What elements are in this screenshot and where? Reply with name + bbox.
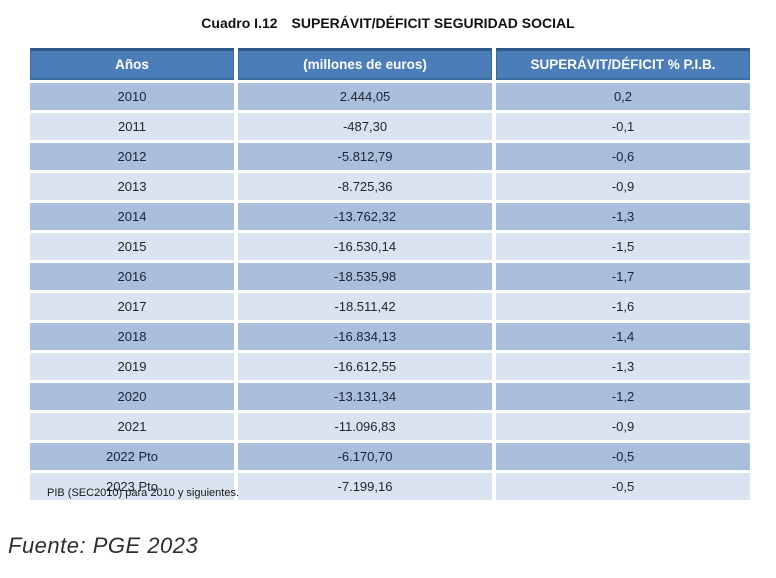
table-row: 2014 -13.762,32 -1,3 <box>30 203 750 230</box>
cell-pct-pib: -0,9 <box>496 173 750 200</box>
cell-millions: -5.812,79 <box>238 143 492 170</box>
cell-pct-pib: -1,5 <box>496 233 750 260</box>
header-row: Años (millones de euros) SUPERÁVIT/DÉFIC… <box>30 48 750 80</box>
table-row: 2017 -18.511,42 -1,6 <box>30 293 750 320</box>
table-caption: Cuadro I.12 SUPERÁVIT/DÉFICIT SEGURIDAD S… <box>0 15 776 31</box>
cell-year: 2011 <box>30 113 234 140</box>
table-row: 2018 -16.834,13 -1,4 <box>30 323 750 350</box>
table-row: 2010 2.444,05 0,2 <box>30 83 750 110</box>
cell-millions: -18.511,42 <box>238 293 492 320</box>
table-row: 2012 -5.812,79 -0,6 <box>30 143 750 170</box>
cell-millions: -7.199,16 <box>238 473 492 500</box>
cell-year: 2014 <box>30 203 234 230</box>
cell-millions: -13.762,32 <box>238 203 492 230</box>
cell-year: 2010 <box>30 83 234 110</box>
col-header-superavit-deficit-pib: SUPERÁVIT/DÉFICIT % P.I.B. <box>496 48 750 80</box>
cell-millions: -16.834,13 <box>238 323 492 350</box>
cell-millions: -16.530,14 <box>238 233 492 260</box>
col-header-millones-euros: (millones de euros) <box>238 48 492 80</box>
cell-pct-pib: -1,6 <box>496 293 750 320</box>
cell-pct-pib: -0,5 <box>496 473 750 500</box>
cell-millions: -487,30 <box>238 113 492 140</box>
cell-pct-pib: -1,3 <box>496 353 750 380</box>
table-row: 2016 -18.535,98 -1,7 <box>30 263 750 290</box>
cell-millions: -6.170,70 <box>238 443 492 470</box>
cell-year: 2012 <box>30 143 234 170</box>
cell-year: 2019 <box>30 353 234 380</box>
caption-prefix: Cuadro I.12 <box>201 15 278 31</box>
cell-pct-pib: 0,2 <box>496 83 750 110</box>
cell-year: 2021 <box>30 413 234 440</box>
table-row: 2013 -8.725,36 -0,9 <box>30 173 750 200</box>
table-row: 2020 -13.131,34 -1,2 <box>30 383 750 410</box>
cell-pct-pib: -1,3 <box>496 203 750 230</box>
cell-pct-pib: -0,9 <box>496 413 750 440</box>
table-row: 2022 Pto -6.170,70 -0,5 <box>30 443 750 470</box>
cell-pct-pib: -0,6 <box>496 143 750 170</box>
cell-millions: -8.725,36 <box>238 173 492 200</box>
col-header-anos: Años <box>30 48 234 80</box>
cell-pct-pib: -1,2 <box>496 383 750 410</box>
cell-millions: -11.096,83 <box>238 413 492 440</box>
cell-year: 2023 Pto <box>30 473 234 500</box>
table-row: 2015 -16.530,14 -1,5 <box>30 233 750 260</box>
cell-year: 2018 <box>30 323 234 350</box>
table-row: 2023 Pto -7.199,16 -0,5 <box>30 473 750 500</box>
cell-year: 2022 Pto <box>30 443 234 470</box>
caption-title: SUPERÁVIT/DÉFICIT SEGURIDAD SOCIAL <box>291 15 575 31</box>
table-row: 2019 -16.612,55 -1,3 <box>30 353 750 380</box>
cell-year: 2017 <box>30 293 234 320</box>
cell-millions: -18.535,98 <box>238 263 492 290</box>
data-table: Años (millones de euros) SUPERÁVIT/DÉFIC… <box>26 45 754 503</box>
cell-millions: 2.444,05 <box>238 83 492 110</box>
table-row: 2021 -11.096,83 -0,9 <box>30 413 750 440</box>
table-row: 2011 -487,30 -0,1 <box>30 113 750 140</box>
cell-year: 2020 <box>30 383 234 410</box>
cell-millions: -13.131,34 <box>238 383 492 410</box>
cell-year: 2015 <box>30 233 234 260</box>
table-footnote: PIB (SEC2010) para 2010 y siguientes. <box>47 487 240 499</box>
table-container: Años (millones de euros) SUPERÁVIT/DÉFIC… <box>26 45 754 503</box>
cell-millions: -16.612,55 <box>238 353 492 380</box>
cell-pct-pib: -1,7 <box>496 263 750 290</box>
cell-pct-pib: -0,1 <box>496 113 750 140</box>
source-caption: Fuente: PGE 2023 <box>8 533 199 558</box>
cell-year: 2016 <box>30 263 234 290</box>
cell-year: 2013 <box>30 173 234 200</box>
cell-pct-pib: -1,4 <box>496 323 750 350</box>
cell-pct-pib: -0,5 <box>496 443 750 470</box>
